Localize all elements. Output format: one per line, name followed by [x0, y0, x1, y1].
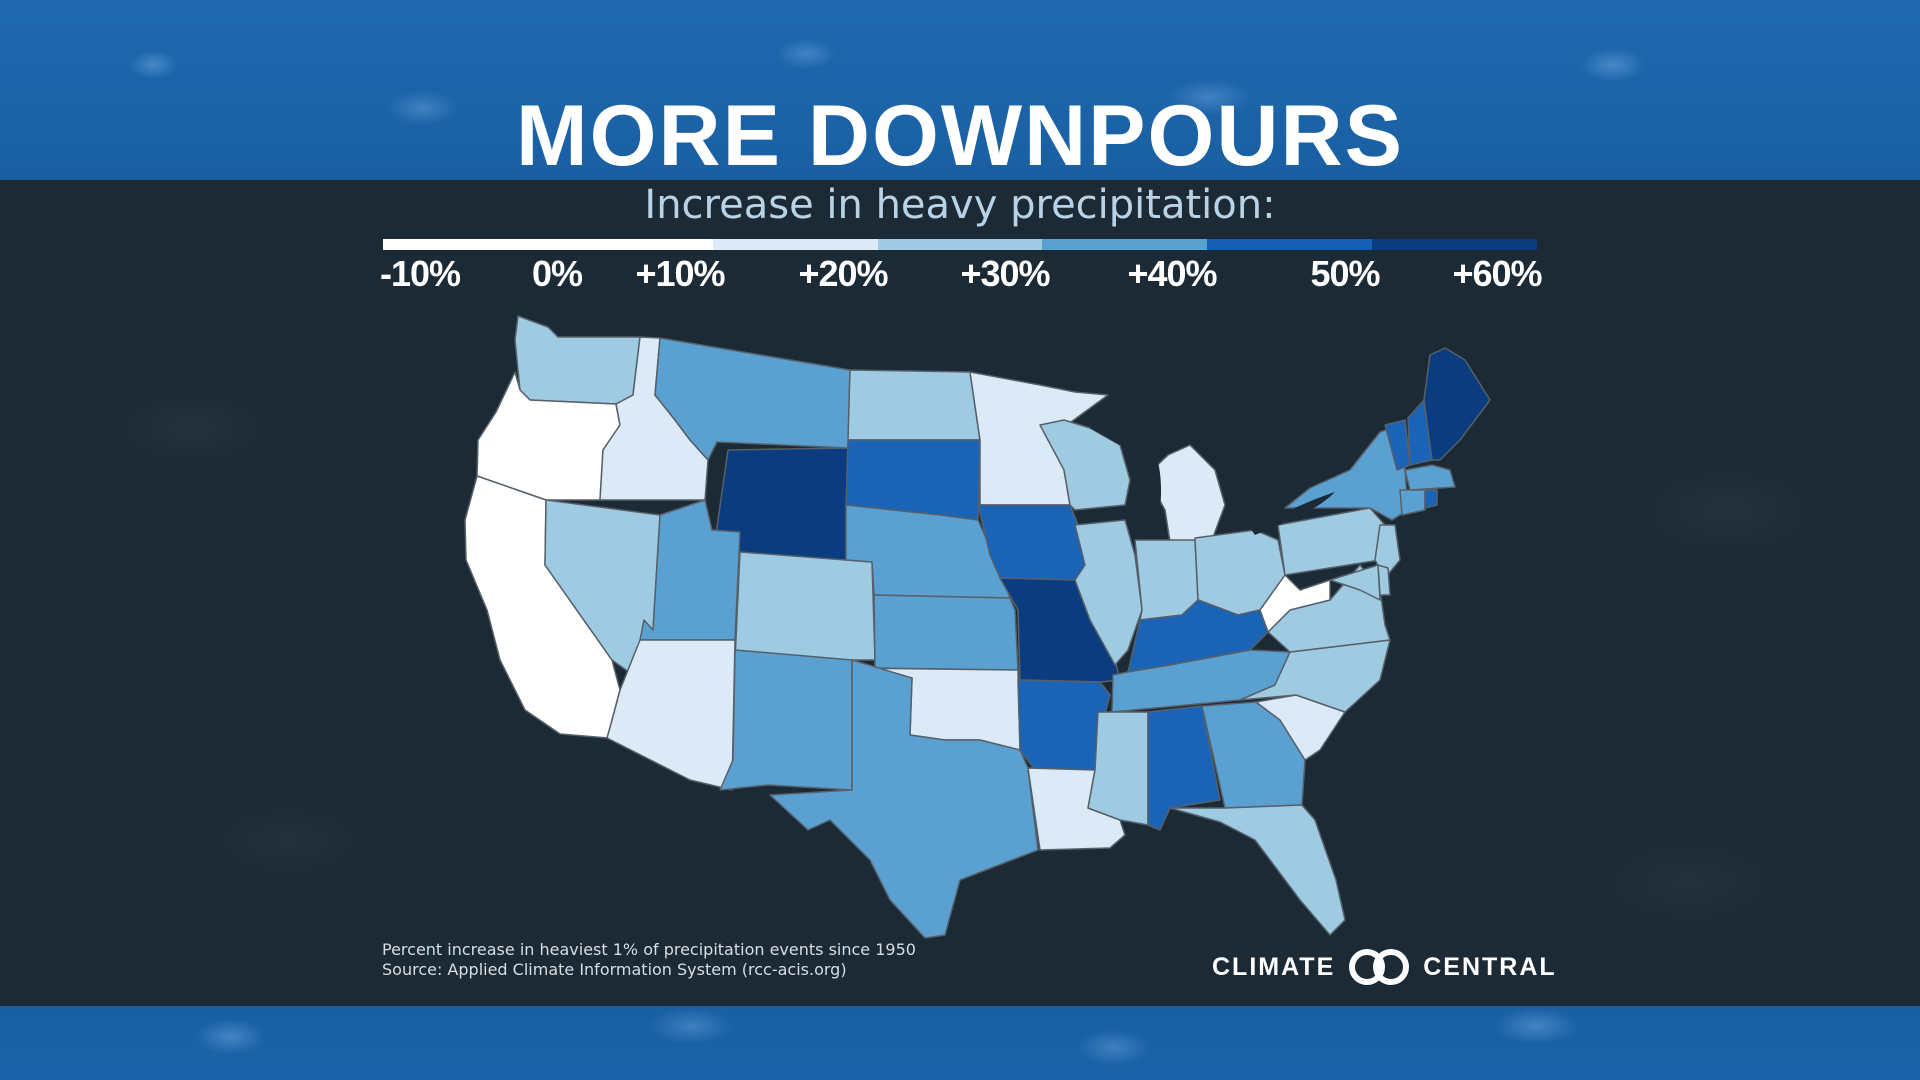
state-maryland: [1329, 564, 1381, 601]
state-texas: [769, 659, 1039, 939]
legend-tick: 0%: [531, 253, 583, 294]
subtitle: Increase in heavy precipitation:: [644, 182, 1276, 228]
legend-swatch-7: [1372, 239, 1538, 250]
state-michigan: [1145, 444, 1226, 543]
state-connecticut: [1399, 489, 1426, 516]
legend-swatch-5: [1042, 239, 1208, 250]
legend-tick: 50%: [1310, 253, 1380, 294]
legend-tick: -10%: [379, 253, 461, 294]
state-mississippi: [1087, 711, 1149, 826]
state-west-virginia: [1259, 574, 1331, 633]
state-rhode-island: [1424, 489, 1438, 509]
legend-swatch-6: [1207, 239, 1373, 250]
state-new-jersey: [1374, 524, 1401, 579]
state-maine: [1423, 347, 1491, 461]
state-kansas: [873, 594, 1019, 671]
lake-superior: [1090, 412, 1190, 445]
footnote-description: Percent increase in heaviest 1% of preci…: [382, 940, 916, 959]
lake-erie: [1250, 492, 1335, 535]
legend-tick: +10%: [635, 253, 725, 294]
legend-swatch-1: [383, 239, 548, 250]
legend-tick: +20%: [798, 253, 888, 294]
logo-text-right: CENTRAL: [1423, 952, 1557, 981]
state-massachusetts: [1404, 464, 1456, 491]
legend-tick: +40%: [1127, 253, 1217, 294]
logo-rings-icon: [1349, 949, 1410, 985]
climate-central-logo: CLIMATE CENTRAL: [1212, 948, 1557, 986]
state-wisconsin: [1039, 419, 1131, 511]
state-florida: [1169, 804, 1346, 936]
legend-swatch-2: [547, 239, 713, 250]
legend-tick: +60%: [1452, 253, 1542, 294]
state-washington: [514, 315, 641, 405]
state-north-dakota: [847, 369, 981, 441]
legend-swatch-3: [712, 239, 878, 250]
state-colorado: [734, 551, 876, 661]
legend-color-bar: [383, 239, 1538, 250]
footnote: Percent increase in heaviest 1% of preci…: [382, 940, 916, 980]
legend-tick: +30%: [960, 253, 1050, 294]
page-title: MORE DOWNPOURS: [516, 88, 1404, 184]
footnote-source: Source: Applied Climate Information Syst…: [382, 960, 847, 979]
lake-michigan: [1143, 440, 1162, 535]
state-illinois: [1074, 519, 1143, 666]
state-new-mexico: [719, 649, 853, 791]
logo-text-left: CLIMATE: [1212, 952, 1336, 981]
state-north-carolina: [1239, 639, 1391, 713]
legend-swatch-4: [877, 239, 1043, 250]
